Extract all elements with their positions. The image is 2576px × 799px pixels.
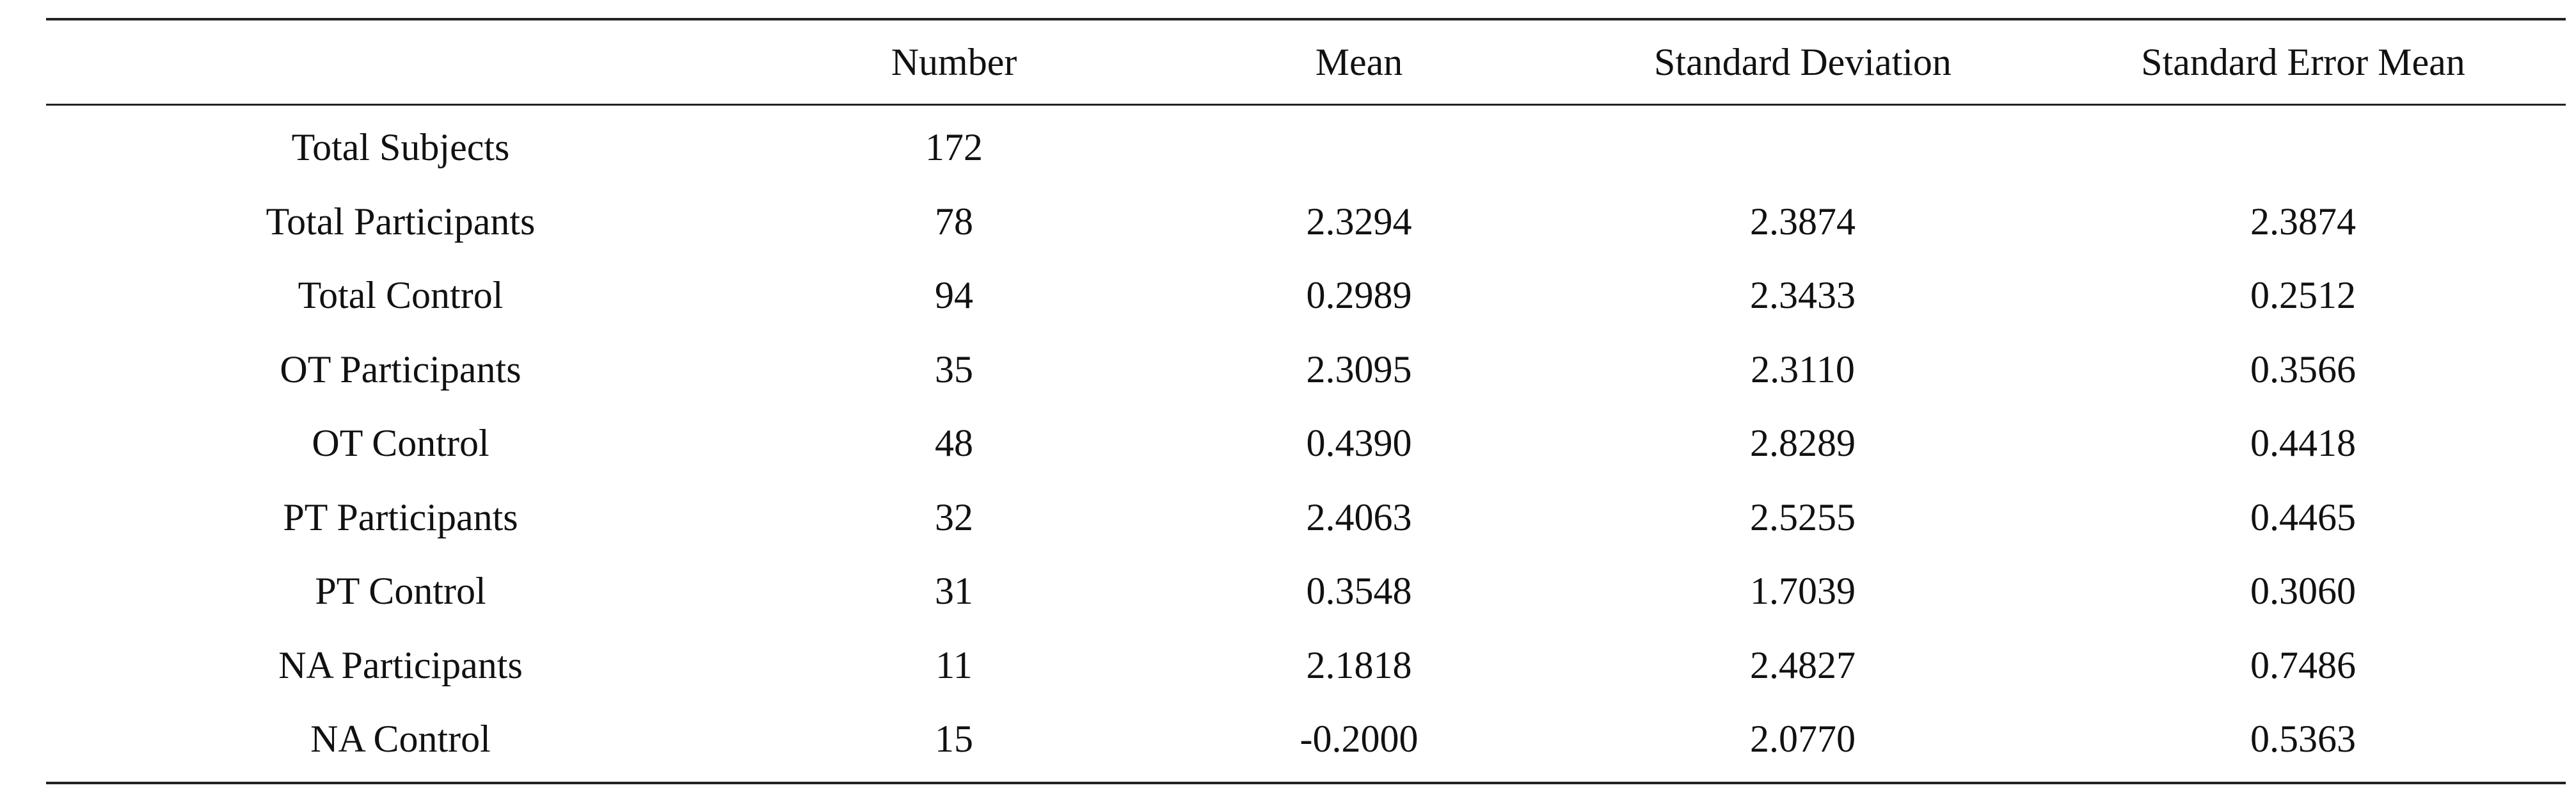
cell-number: 15 — [755, 702, 1153, 784]
table-body: Total Subjects 172 Total Participants 78… — [46, 105, 2566, 784]
header-row-label — [46, 18, 755, 106]
cell-number: 35 — [935, 348, 973, 391]
cell-mean: 2.4063 — [1306, 496, 1412, 538]
header-mean: Mean — [1153, 18, 1565, 106]
header-standard-deviation: Standard Deviation — [1565, 18, 2040, 106]
table-row: NA Control 15 -0.2000 2.0770 0.5363 — [46, 702, 2566, 784]
cell-number: 94 — [935, 274, 973, 317]
table-row: PT Control 31 0.3548 1.7039 0.3060 — [46, 554, 2566, 629]
table-header: Number Mean Standard Deviation Standard … — [46, 18, 2566, 106]
cell-standard-deviation: 2.3874 — [1750, 200, 1856, 243]
cell-number: 32 — [935, 496, 973, 538]
cell-standard-error-mean: 0.3566 — [2250, 348, 2356, 391]
row-label: NA Participants — [278, 643, 523, 686]
cell-mean: 0.2989 — [1306, 274, 1412, 317]
row-label: Total Subjects — [291, 126, 510, 169]
row-label: PT Control — [315, 570, 486, 613]
cell-standard-deviation: 2.8289 — [1750, 422, 1856, 465]
cell-mean — [1153, 105, 1565, 185]
cell-mean: 2.3095 — [1306, 348, 1412, 391]
cell-mean: 0.3548 — [1306, 570, 1412, 613]
table-row: Total Control 94 0.2989 2.3433 0.2512 — [46, 259, 2566, 333]
cell-number: 172 — [925, 126, 983, 169]
cell-standard-error-mean: 0.5363 — [2040, 702, 2566, 784]
header-standard-error-mean: Standard Error Mean — [2040, 18, 2566, 106]
cell-standard-deviation: 2.5255 — [1750, 496, 1856, 538]
cell-standard-deviation: 2.3433 — [1750, 274, 1856, 317]
statistics-table-container: Number Mean Standard Deviation Standard … — [46, 18, 2566, 784]
cell-standard-error-mean: 0.4418 — [2250, 422, 2356, 465]
row-label: NA Control — [46, 702, 755, 784]
cell-mean: 2.1818 — [1306, 643, 1412, 686]
table-row: OT Control 48 0.4390 2.8289 0.4418 — [46, 407, 2566, 481]
row-label: Total Control — [298, 274, 504, 317]
cell-standard-deviation: 2.0770 — [1565, 702, 2040, 784]
statistics-table: Number Mean Standard Deviation Standard … — [46, 18, 2566, 784]
cell-number: 11 — [935, 643, 973, 686]
cell-mean: 2.3294 — [1306, 200, 1412, 243]
cell-standard-error-mean: 2.3874 — [2250, 200, 2356, 243]
cell-number: 78 — [935, 200, 973, 243]
cell-mean: 0.4390 — [1306, 422, 1412, 465]
table-row: Total Participants 78 2.3294 2.3874 2.38… — [46, 185, 2566, 259]
row-label: Total Participants — [266, 200, 536, 243]
cell-number: 31 — [935, 570, 973, 613]
row-label: OT Participants — [280, 348, 521, 391]
header-number: Number — [755, 18, 1153, 106]
cell-standard-deviation: 2.4827 — [1750, 643, 1856, 686]
cell-standard-deviation — [1565, 105, 2040, 185]
cell-number: 48 — [935, 422, 973, 465]
cell-standard-deviation: 1.7039 — [1750, 570, 1856, 613]
header-row: Number Mean Standard Deviation Standard … — [46, 18, 2566, 106]
row-label: OT Control — [312, 422, 489, 465]
cell-standard-error-mean: 0.3060 — [2250, 570, 2356, 613]
row-label: PT Participants — [283, 496, 518, 538]
table-row: Total Subjects 172 — [46, 105, 2566, 185]
cell-mean: -0.2000 — [1153, 702, 1565, 784]
cell-standard-error-mean: 0.7486 — [2250, 643, 2356, 686]
table-row: OT Participants 35 2.3095 2.3110 0.3566 — [46, 333, 2566, 407]
cell-standard-error-mean: 0.4465 — [2250, 496, 2356, 538]
table-row: PT Participants 32 2.4063 2.5255 0.4465 — [46, 481, 2566, 555]
table-row: NA Participants 11 2.1818 2.4827 0.7486 — [46, 629, 2566, 703]
cell-standard-error-mean: 0.2512 — [2250, 274, 2356, 317]
cell-standard-deviation: 2.3110 — [1751, 348, 1855, 391]
cell-standard-error-mean — [2040, 105, 2566, 185]
